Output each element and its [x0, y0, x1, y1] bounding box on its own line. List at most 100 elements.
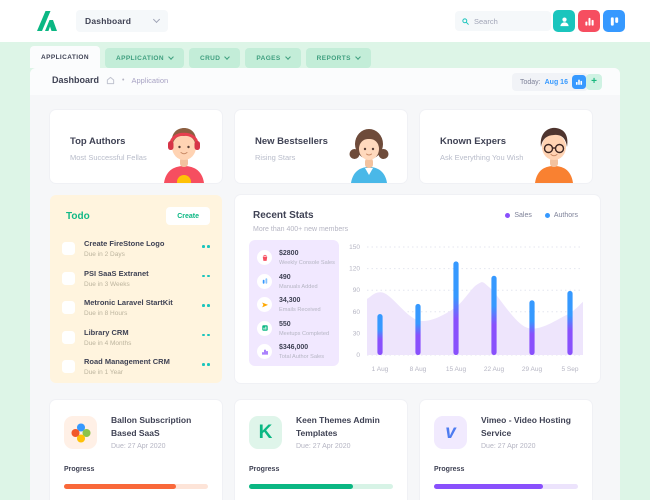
- project-title: Ballon Subscription Based SaaS: [111, 415, 192, 438]
- todo-item-menu-icon[interactable]: [202, 304, 210, 307]
- todo-item-due: Due in 2 Days: [84, 251, 125, 258]
- mini-stat-row: $2800 Weekly Console Sales: [257, 248, 335, 272]
- stats-button[interactable]: [578, 10, 600, 32]
- recent-stats-title: Recent Stats: [253, 210, 314, 221]
- tab-application-active[interactable]: APPLICATION: [30, 46, 100, 68]
- breadcrumb-separator: •: [122, 76, 125, 84]
- today-label: Today:: [520, 78, 541, 86]
- legend-item-authors: Authors: [544, 212, 578, 219]
- search-input[interactable]: [474, 16, 544, 26]
- feature-card-title: Top Authors: [70, 136, 126, 147]
- progress-label: Progress: [434, 466, 465, 473]
- tab-label: APPLICATION: [41, 53, 89, 61]
- chevron-down-icon: [168, 54, 174, 60]
- recent-stats-subtitle: More than 400+ new members: [253, 226, 349, 233]
- mini-stats-panel: $2800 Weekly Console Sales 490 Manuals Adde…: [249, 240, 339, 366]
- progress-fill: [249, 484, 353, 489]
- dashboard-menu-label: Dashboard: [85, 16, 132, 26]
- today-date-chip[interactable]: Today: Aug 16: [512, 73, 588, 91]
- mini-stat-row: 34,300 Emails Received: [257, 295, 335, 319]
- mini-stat-label: Emails Received: [279, 307, 321, 314]
- todo-checkbox[interactable]: [62, 330, 75, 344]
- vimeo-icon: v: [434, 416, 467, 449]
- tab-label: REPORTS: [316, 54, 351, 62]
- user-button[interactable]: [553, 10, 575, 32]
- legend-label: Authors: [553, 212, 578, 219]
- search-box[interactable]: [455, 11, 551, 31]
- progress-bar: [434, 484, 578, 489]
- todo-item-menu-icon[interactable]: [202, 333, 210, 337]
- todo-item-menu-icon[interactable]: [202, 274, 210, 278]
- chevron-down-icon: [224, 54, 231, 60]
- svg-text:15 Aug: 15 Aug: [446, 366, 467, 373]
- breadcrumb-section-link[interactable]: Application: [131, 75, 169, 85]
- svg-text:90: 90: [353, 287, 361, 294]
- mini-stat-label: Total Author Sales: [279, 354, 325, 361]
- todo-item[interactable]: Library CRM Due in 4 Months: [62, 328, 212, 356]
- layout-button[interactable]: [603, 10, 625, 32]
- svg-text:0: 0: [356, 352, 360, 359]
- mini-stat-value: $346,000: [279, 344, 309, 352]
- feature-card-top-authors[interactable]: Top Authors Most Successful Fellas: [50, 110, 222, 183]
- tab-application-menu[interactable]: APPLICATION: [104, 48, 184, 68]
- progress-label: Progress: [249, 466, 280, 473]
- mini-stat-row: $346,000 Total Author Sales: [257, 342, 335, 366]
- todo-item-title: PSI SaaS Extranet: [84, 268, 149, 278]
- project-card-vimeo[interactable]: v Vimeo - Video Hosting Service Due: 27 …: [420, 400, 592, 500]
- todo-item-menu-icon[interactable]: [202, 245, 210, 248]
- tab-reports-menu[interactable]: REPORTS: [305, 48, 371, 68]
- legend-item-sales: Sales: [505, 212, 532, 219]
- todo-item-menu-icon[interactable]: [202, 363, 210, 366]
- chevron-down-icon: [152, 15, 161, 24]
- todo-checkbox[interactable]: [62, 301, 75, 314]
- tab-label: CRUD: [199, 54, 221, 62]
- todo-item[interactable]: Metronic Laravel StartKit Due in 8 Hours: [62, 298, 212, 326]
- svg-text:150: 150: [349, 244, 360, 251]
- add-button[interactable]: +: [586, 74, 602, 90]
- mini-stat-row: 490 Manuals Added: [257, 272, 335, 296]
- dashboard-menu-dropdown[interactable]: Dashboard: [76, 10, 168, 32]
- brand-logo-icon: [37, 11, 57, 31]
- svg-text:29 Aug: 29 Aug: [522, 366, 543, 373]
- svg-text:22 Aug: 22 Aug: [484, 366, 505, 373]
- calendar-chart-icon: [257, 320, 272, 336]
- mini-stat-value: $2800: [279, 250, 299, 257]
- svg-text:60: 60: [353, 309, 361, 316]
- todo-item[interactable]: Create FireStone Logo Due in 2 Days: [62, 239, 212, 267]
- tab-crud-menu[interactable]: CRUD: [188, 48, 241, 68]
- feature-card-new-bestsellers[interactable]: New Bestsellers Rising Stars: [235, 110, 407, 183]
- recent-stats-card: Recent Stats More than 400+ new members …: [235, 195, 600, 383]
- create-todo-button[interactable]: Create: [166, 207, 210, 225]
- mini-stat-value: 490: [279, 273, 291, 281]
- todo-checkbox[interactable]: [62, 360, 75, 373]
- svg-text:30: 30: [353, 330, 361, 337]
- topbar: Dashboard: [0, 0, 650, 42]
- feature-card-known-expers[interactable]: Known Expers Ask Everything You Wish: [420, 110, 592, 183]
- progress-fill: [434, 484, 544, 489]
- columns-icon: [610, 16, 618, 26]
- chevron-down-icon: [284, 54, 291, 60]
- project-card-ballon[interactable]: Ballon Subscription Based SaaS Due: 27 A…: [50, 400, 222, 500]
- progress-fill: [64, 484, 177, 489]
- girl-avatar: [349, 129, 389, 183]
- chart-legend: Sales Authors: [505, 212, 578, 219]
- todo-checkbox[interactable]: [62, 242, 75, 255]
- todo-checkbox[interactable]: [62, 271, 75, 285]
- section-tabs: APPLICATION APPLICATION CRUD PAGES REPOR…: [30, 46, 371, 68]
- mini-stat-label: Manuals Added: [279, 283, 318, 290]
- project-due: Due: 27 Apr 2020: [481, 443, 536, 450]
- project-card-keen[interactable]: K Keen Themes Admin Templates Due: 27 Ap…: [235, 400, 407, 500]
- user-icon: [559, 17, 569, 26]
- todo-item[interactable]: PSI SaaS Extranet Due in 3 Weeks: [62, 269, 212, 297]
- todo-item-due: Due in 8 Hours: [84, 310, 128, 317]
- mini-stat-value: 34,300: [279, 297, 301, 305]
- mini-stat-value: 550: [279, 320, 291, 328]
- mini-stat-label: Meetups Completed: [279, 330, 330, 337]
- todo-item[interactable]: Road Management CRM Due in 1 Year: [62, 357, 212, 385]
- keen-k-icon: K: [249, 416, 282, 449]
- tab-pages-menu[interactable]: PAGES: [245, 48, 301, 68]
- tab-label: PAGES: [256, 54, 281, 62]
- todo-item-due: Due in 3 Weeks: [84, 280, 130, 288]
- home-icon[interactable]: [106, 76, 115, 85]
- progress-bar: [64, 484, 208, 489]
